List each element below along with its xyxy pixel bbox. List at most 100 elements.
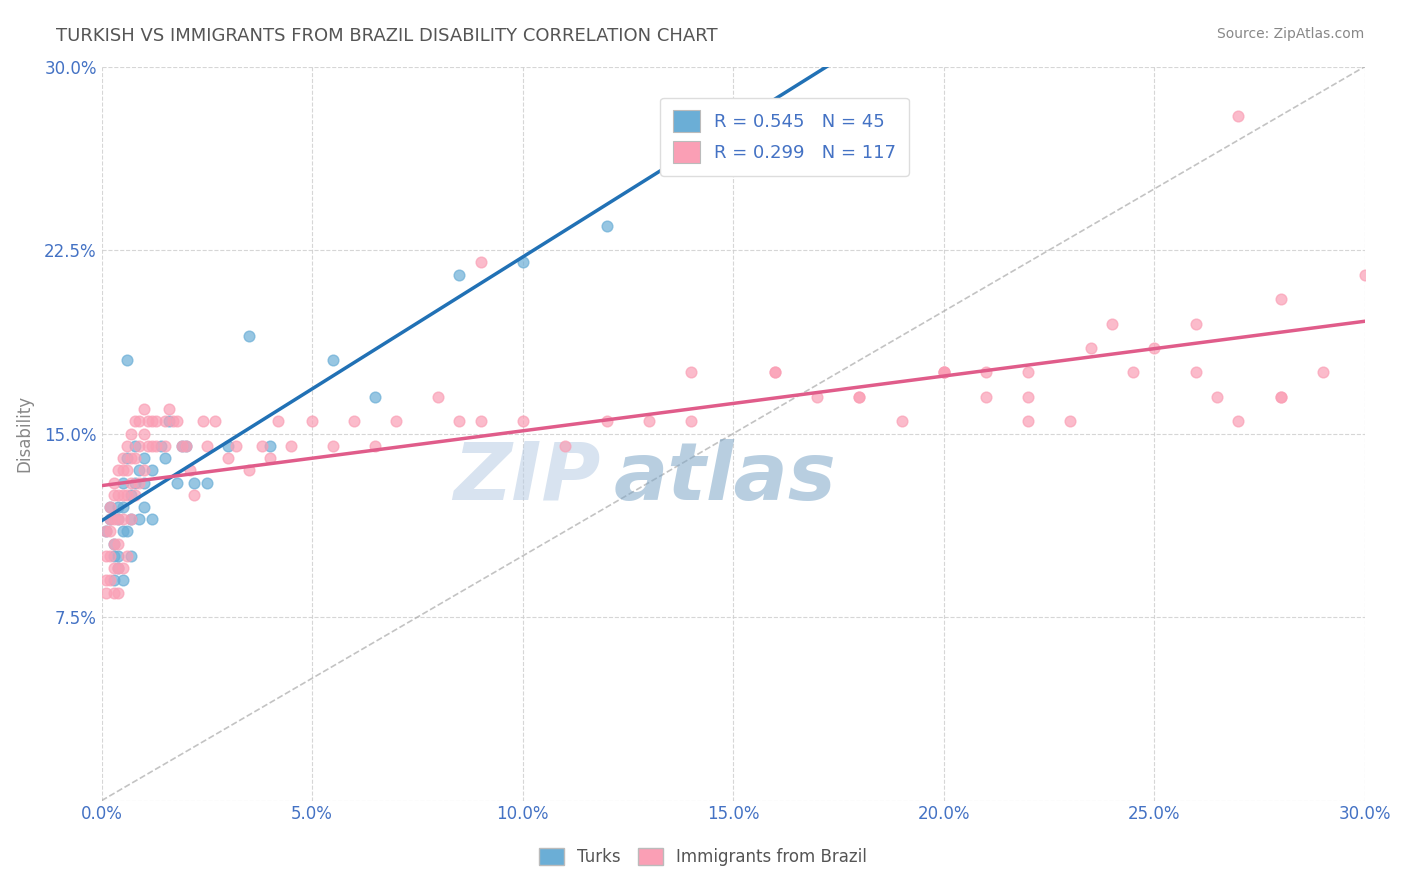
- Point: [111, 512, 134, 526]
- Point: [1059, 414, 1081, 428]
- Point: [145, 414, 167, 428]
- Point: [596, 219, 619, 233]
- Point: [1017, 390, 1039, 404]
- Point: [512, 255, 534, 269]
- Point: [120, 475, 142, 490]
- Point: [111, 500, 134, 514]
- Point: [1143, 341, 1166, 355]
- Point: [322, 353, 344, 368]
- Point: [94, 549, 117, 563]
- Point: [806, 390, 828, 404]
- Point: [103, 488, 125, 502]
- Point: [132, 463, 155, 477]
- Point: [115, 463, 138, 477]
- Point: [763, 366, 786, 380]
- Point: [94, 524, 117, 539]
- Point: [280, 439, 302, 453]
- Point: [115, 488, 138, 502]
- Legend: Turks, Immigrants from Brazil: Turks, Immigrants from Brazil: [530, 840, 876, 875]
- Point: [1185, 366, 1208, 380]
- Point: [1227, 414, 1250, 428]
- Point: [107, 537, 129, 551]
- Y-axis label: Disability: Disability: [15, 395, 32, 472]
- Point: [1227, 109, 1250, 123]
- Point: [132, 451, 155, 466]
- Point: [250, 439, 273, 453]
- Text: ZIP: ZIP: [453, 439, 600, 516]
- Point: [596, 414, 619, 428]
- Point: [301, 414, 323, 428]
- Point: [107, 488, 129, 502]
- Point: [932, 366, 955, 380]
- Point: [98, 524, 121, 539]
- Point: [120, 488, 142, 502]
- Point: [94, 574, 117, 588]
- Point: [217, 439, 239, 453]
- Point: [932, 366, 955, 380]
- Point: [120, 549, 142, 563]
- Point: [638, 414, 661, 428]
- Point: [153, 414, 176, 428]
- Point: [141, 439, 163, 453]
- Point: [124, 488, 146, 502]
- Point: [145, 439, 167, 453]
- Point: [427, 390, 450, 404]
- Point: [103, 537, 125, 551]
- Point: [103, 537, 125, 551]
- Point: [141, 512, 163, 526]
- Point: [120, 451, 142, 466]
- Point: [267, 414, 290, 428]
- Point: [98, 500, 121, 514]
- Point: [128, 414, 150, 428]
- Point: [225, 439, 247, 453]
- Point: [115, 451, 138, 466]
- Point: [1017, 414, 1039, 428]
- Point: [322, 439, 344, 453]
- Point: [890, 414, 912, 428]
- Point: [115, 549, 138, 563]
- Point: [166, 475, 188, 490]
- Point: [932, 366, 955, 380]
- Point: [124, 439, 146, 453]
- Point: [1354, 268, 1376, 282]
- Point: [98, 549, 121, 563]
- Point: [107, 512, 129, 526]
- Point: [470, 414, 492, 428]
- Point: [120, 426, 142, 441]
- Point: [1080, 341, 1102, 355]
- Point: [170, 439, 193, 453]
- Point: [124, 475, 146, 490]
- Point: [136, 414, 159, 428]
- Point: [120, 512, 142, 526]
- Point: [103, 475, 125, 490]
- Point: [1122, 366, 1144, 380]
- Point: [103, 512, 125, 526]
- Point: [128, 475, 150, 490]
- Point: [132, 475, 155, 490]
- Point: [174, 439, 197, 453]
- Point: [238, 328, 260, 343]
- Point: [103, 561, 125, 575]
- Point: [132, 500, 155, 514]
- Point: [120, 512, 142, 526]
- Point: [183, 488, 205, 502]
- Point: [1101, 317, 1123, 331]
- Point: [681, 366, 703, 380]
- Point: [98, 512, 121, 526]
- Point: [449, 414, 471, 428]
- Point: [141, 414, 163, 428]
- Point: [449, 268, 471, 282]
- Point: [153, 451, 176, 466]
- Point: [1017, 366, 1039, 380]
- Point: [1206, 390, 1229, 404]
- Point: [217, 451, 239, 466]
- Text: Source: ZipAtlas.com: Source: ZipAtlas.com: [1216, 27, 1364, 41]
- Point: [136, 439, 159, 453]
- Point: [115, 524, 138, 539]
- Point: [141, 463, 163, 477]
- Point: [1185, 317, 1208, 331]
- Point: [179, 463, 201, 477]
- Point: [124, 451, 146, 466]
- Point: [132, 426, 155, 441]
- Point: [103, 574, 125, 588]
